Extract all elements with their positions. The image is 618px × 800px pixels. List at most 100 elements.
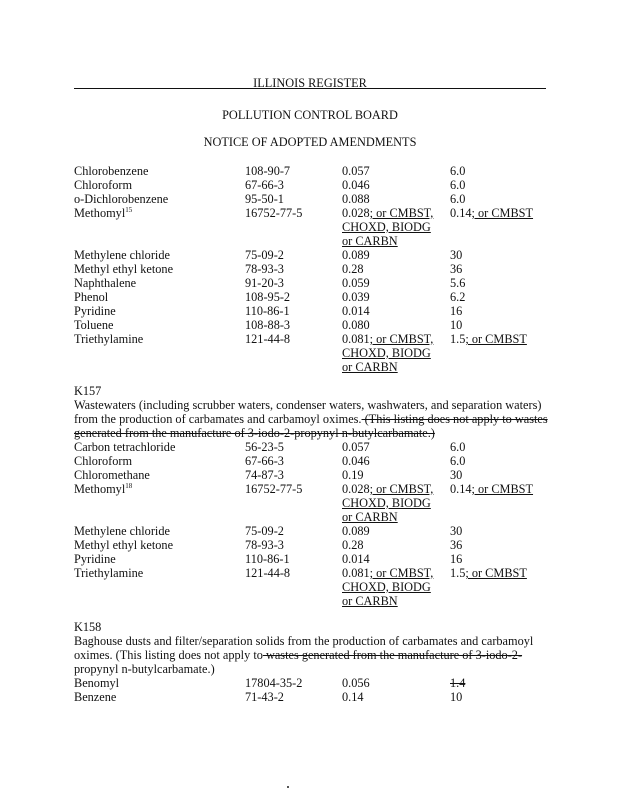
constituent-name: Methylene chloride [74, 248, 170, 262]
table-row: Methylene chloride 75-09-2 30 0.089 [74, 248, 554, 262]
constituent-name: Methyl ethyl ketone [74, 538, 174, 552]
cas-number: 108-90-7 [245, 164, 291, 178]
cas-number: 56-23-5 [245, 440, 284, 454]
text: 0.28 [342, 262, 364, 276]
constituent-name: Pyridine [74, 552, 116, 566]
nonwastewater-standard: 16 [450, 304, 462, 318]
text: 1.5 [450, 566, 466, 580]
table-row: Pyridine 110-86-1 16 0.014 [74, 304, 554, 318]
table-row: Chloroform 67-66-3 6.0 0.046 [74, 454, 554, 468]
text: 30 [450, 248, 463, 262]
text: 0.14 [450, 206, 472, 220]
cas-number: 110-86-1 [245, 304, 290, 318]
description-line: from the production of carbamates and ca… [74, 412, 554, 426]
text: 0.056 [342, 676, 370, 690]
wastewater-standard: CHOXD, BIODG [342, 220, 431, 234]
text: 0.057 [342, 440, 370, 454]
table-row: o-Dichlorobenzene 95-50-1 6.0 0.088 [74, 192, 554, 206]
text: 0.080 [342, 318, 370, 332]
deleted-text: 1.4 [450, 676, 466, 690]
wastewater-standard: 0.014 [342, 552, 370, 566]
section-table: Benomyl 17804-35-2 1.4 0.056 Benzene 71-43-2 1… [74, 676, 554, 704]
cas-number: 108-95-2 [245, 290, 291, 304]
table-main: Chlorobenzene 108-90-7 6.0 0.057 Chloroform 6… [74, 164, 554, 374]
section-table: Carbon tetrachloride 56-23-5 6.0 0.057 Chlor… [74, 440, 554, 608]
inserted-text: or CARBN [342, 510, 398, 524]
cas-number: 75-09-2 [245, 248, 284, 262]
cas-number: 75-09-2 [245, 524, 284, 538]
table-row: Benzene 71-43-2 10 0.14 [74, 690, 554, 704]
section-description: Baghouse dusts and filter/separation sol… [74, 634, 554, 676]
wastewater-standard: 0.28 [342, 538, 364, 552]
cas-number: 91-20-3 [245, 276, 284, 290]
wastewater-standard: 0.088 [342, 192, 370, 206]
wastewater-standard: or CARBN [342, 510, 398, 524]
nonwastewater-standard: 1.4 [450, 676, 465, 690]
nonwastewater-standard: 6.0 [450, 454, 465, 468]
constituent-name: o-Dichlorobenzene [74, 192, 169, 206]
table-row: Pyridine 110-86-1 16 0.014 [74, 552, 554, 566]
table-row: Phenol 108-95-2 6.2 0.039 [74, 290, 554, 304]
constituent-name: Benomyl [74, 676, 120, 690]
text: 36 [450, 262, 463, 276]
wastewater-standard: 0.080 [342, 318, 370, 332]
nonwastewater-standard: 6.2 [450, 290, 465, 304]
nonwastewater-standard: 16 [450, 552, 462, 566]
description-line: propynyl n-butylcarbamate.) [74, 662, 554, 676]
board-title: POLLUTION CONTROL BOARD [222, 108, 398, 122]
text: 0.081 [342, 332, 370, 346]
cas-number: 67-66-3 [245, 178, 284, 192]
text: 6.0 [450, 454, 466, 468]
cas-number: 95-50-1 [245, 192, 284, 206]
constituent-name: Pyridine [74, 304, 116, 318]
text: 0.014 [342, 552, 370, 566]
constituent-name: Carbon tetrachloride [74, 440, 176, 454]
wastewater-standard: 0.039 [342, 290, 370, 304]
wastewater-standard: or CARBN [342, 360, 398, 374]
text: 0.039 [342, 290, 370, 304]
inserted-text: CHOXD, BIODG [342, 496, 431, 510]
text: 1.5 [450, 332, 466, 346]
wastewater-standard: 0.28 [342, 262, 364, 276]
inserted-text: ; or CMBST, [369, 332, 434, 346]
inserted-text: ; or CMBST, [369, 482, 434, 496]
wastewater-standard: 0.046 [342, 178, 370, 192]
header-rule [74, 88, 546, 89]
cas-number: 121-44-8 [245, 332, 291, 346]
text: 0.089 [342, 524, 370, 538]
cas-number: 78-93-3 [245, 538, 284, 552]
constituent-name: Chlorobenzene [74, 164, 149, 178]
text: propynyl n-butylcarbamate.) [74, 662, 215, 676]
constituent-name: Chloroform [74, 178, 133, 192]
inserted-text: ; or CMBST, [369, 206, 434, 220]
table-row: Toluene 108-88-3 10 0.080 [74, 318, 554, 332]
constituent-name: Chloroform [74, 454, 133, 468]
table-row: Methyl ethyl ketone 78-93-3 36 0.28 [74, 262, 554, 276]
table-row: Chloromethane 74-87-3 30 0.19 [74, 468, 554, 482]
wastewater-standard: CHOXD, BIODG [342, 346, 431, 360]
wastewater-standard: or CARBN [342, 234, 398, 248]
wastewater-standard: CHOXD, BIODG [342, 496, 431, 510]
text: oximes. (This listing does not apply to [74, 648, 263, 662]
deleted-text: wastes generated from the manufacture of… [262, 648, 523, 662]
table-row: Methomyl18 16752-77-5 0.14; or CMBST 0.028;… [74, 482, 554, 524]
text: 36 [450, 538, 463, 552]
text: 0.088 [342, 192, 370, 206]
text: 6.0 [450, 192, 466, 206]
notice-title: NOTICE OF ADOPTED AMENDMENTS [203, 135, 417, 149]
wastewater-standard: 0.19 [342, 468, 364, 482]
nonwastewater-standard: 6.0 [450, 164, 465, 178]
inserted-text: or CARBN [342, 234, 398, 248]
table-row: Methylene chloride 75-09-2 30 0.089 [74, 524, 554, 538]
cas-number: 78-93-3 [245, 262, 284, 276]
text: 6.0 [450, 178, 466, 192]
constituent-name: Toluene [74, 318, 114, 332]
inserted-text: ; or CMBST [471, 206, 534, 220]
section-k158: K158 Baghouse dusts and filter/separatio… [74, 620, 554, 704]
nonwastewater-standard: 30 [450, 468, 462, 482]
inserted-text: or CARBN [342, 360, 398, 374]
inserted-text: ; or CMBST, [369, 566, 434, 580]
cas-number: 16752-77-5 [245, 206, 303, 220]
text: from the production of carbamates and ca… [74, 412, 362, 426]
table-row: Chlorobenzene 108-90-7 6.0 0.057 [74, 164, 554, 178]
